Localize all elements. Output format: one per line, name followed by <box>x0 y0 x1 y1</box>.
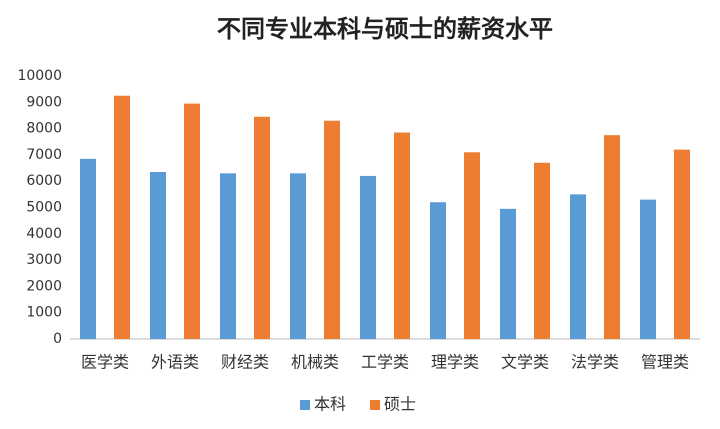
bar <box>534 162 550 339</box>
x-tick-label: 工学类 <box>361 353 409 372</box>
bar <box>80 158 96 339</box>
bar <box>290 173 306 339</box>
legend-swatch <box>370 400 380 410</box>
y-tick-label: 7000 <box>26 147 62 163</box>
bar <box>150 171 166 339</box>
bar <box>394 132 410 339</box>
y-tick-label: 4000 <box>26 226 62 242</box>
bar <box>220 173 236 339</box>
x-tick-label: 理学类 <box>431 353 479 372</box>
bar <box>324 120 340 340</box>
y-tick-label: 1000 <box>26 305 62 321</box>
y-tick-label: 3000 <box>26 252 62 268</box>
x-tick-label: 文学类 <box>501 353 549 372</box>
y-tick-label: 6000 <box>26 173 62 189</box>
legend-label: 本科 <box>314 395 346 414</box>
y-tick-label: 5000 <box>26 200 62 216</box>
y-tick-label: 0 <box>53 331 62 347</box>
bar <box>254 116 270 339</box>
x-tick-label: 外语类 <box>151 353 199 372</box>
x-tick-label: 财经类 <box>221 353 269 372</box>
x-tick-label: 法学类 <box>571 353 619 372</box>
x-tick-label: 机械类 <box>291 353 339 372</box>
chart-title: 不同专业本科与硕士的薪资水平 <box>217 15 553 43</box>
y-tick-label: 2000 <box>26 278 62 294</box>
legend-label: 硕士 <box>384 395 416 414</box>
bar <box>114 95 130 339</box>
x-tick-label: 医学类 <box>81 353 129 372</box>
bar <box>464 152 480 339</box>
bar <box>640 199 656 339</box>
legend-swatch <box>300 400 310 410</box>
bar <box>604 135 620 339</box>
bar <box>674 149 690 339</box>
bar <box>430 202 446 339</box>
y-tick-label: 8000 <box>26 121 62 137</box>
y-tick-label: 9000 <box>26 94 62 110</box>
bar <box>500 208 516 339</box>
x-tick-label: 管理类 <box>641 353 689 372</box>
bar <box>570 194 586 339</box>
bar <box>184 103 200 340</box>
bar <box>360 175 376 339</box>
y-tick-label: 10000 <box>17 68 62 84</box>
